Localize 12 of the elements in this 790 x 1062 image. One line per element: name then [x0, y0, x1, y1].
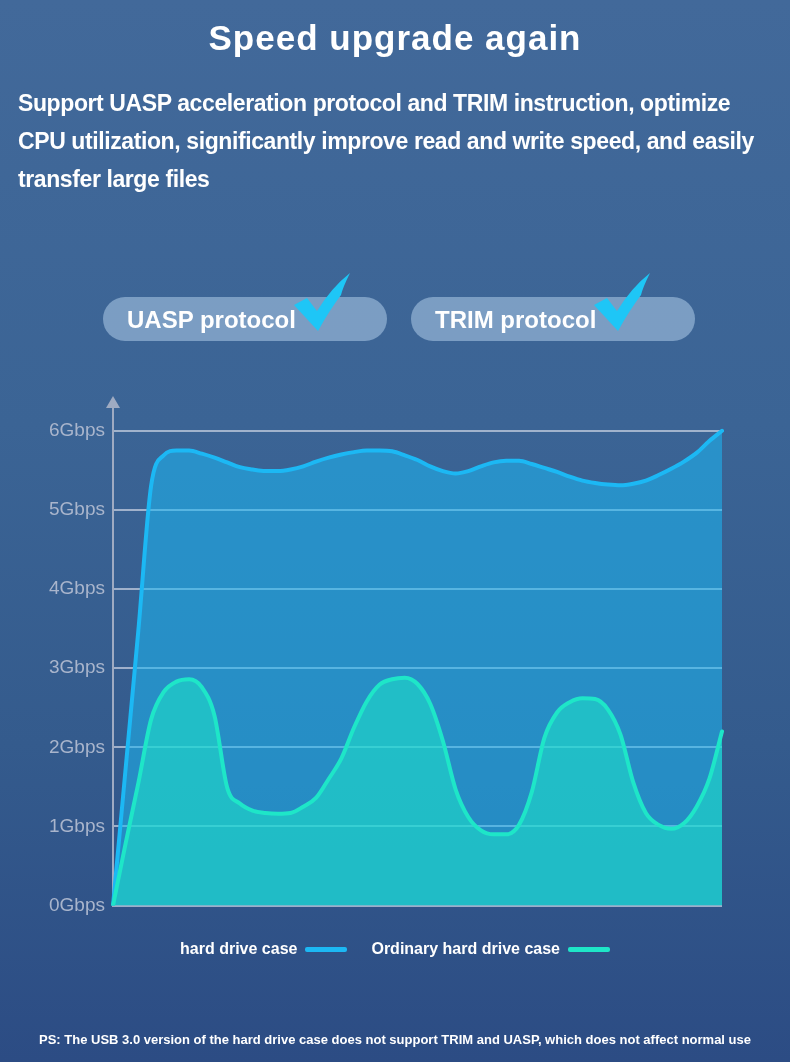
y-tick-label: 0Gbps [49, 893, 105, 915]
y-tick-label: 4Gbps [49, 577, 105, 599]
y-tick-label: 3Gbps [49, 656, 105, 678]
y-tick-label: 2Gbps [49, 735, 105, 757]
chart-subtitle: Support UASP acceleration protocol and TRIM instruction, optimize CPU utilization, significantly improve read and write speed, and easily transfer large files [18, 89, 755, 194]
text: PS: The USB 3.0 version of the hard drive case does not support TRIM and UASP, which does not affect normal use [38, 1032, 752, 1047]
legend-label: Ordinary hard drive case [371, 940, 560, 958]
y-tick-label: 5Gbps [49, 498, 105, 520]
chart-title: Speed upgrade again [207, 18, 583, 58]
legend-label: hard drive case [180, 940, 298, 958]
y-tick-label: 1Gbps [49, 814, 105, 836]
y-tick-label: 6Gbps [49, 418, 105, 440]
